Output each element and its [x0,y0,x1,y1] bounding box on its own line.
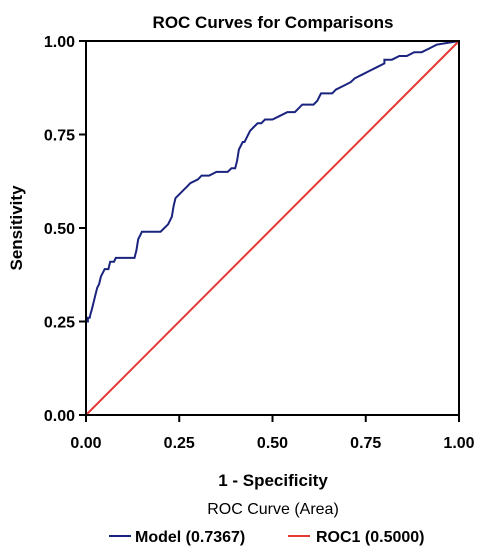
x-tick-label: 0.00 [70,435,101,452]
legend-label-model: Model (0.7367) [135,529,245,546]
x-axis-title: 1 - Specificity [218,471,328,490]
legend-label-roc1: ROC1 (0.5000) [316,529,425,546]
legend: Model (0.7367) ROC1 (0.5000) [109,529,425,546]
y-tick-label: 0.50 [44,221,75,238]
series-line-roc1 [85,40,460,416]
x-tick-label: 1.00 [443,435,474,452]
y-tick-label: 0.75 [44,128,75,145]
x-tick-label: 0.75 [350,435,381,452]
y-axis: 0.00 0.25 0.50 0.75 1.00 [44,34,86,425]
x-tick-label: 0.50 [257,435,288,452]
series-layer [85,40,460,416]
legend-title: ROC Curve (Area) [207,501,339,518]
y-tick-label: 0.00 [44,408,75,425]
chart-title: ROC Curves for Comparisons [153,13,394,32]
series-line-model [85,40,460,415]
x-tick-label: 0.25 [164,435,195,452]
y-tick-label: 1.00 [44,34,75,51]
y-axis-title: Sensitivity [7,185,26,271]
x-axis: 0.00 0.25 0.50 0.75 1.00 [70,415,475,452]
y-tick-label: 0.25 [44,315,75,332]
